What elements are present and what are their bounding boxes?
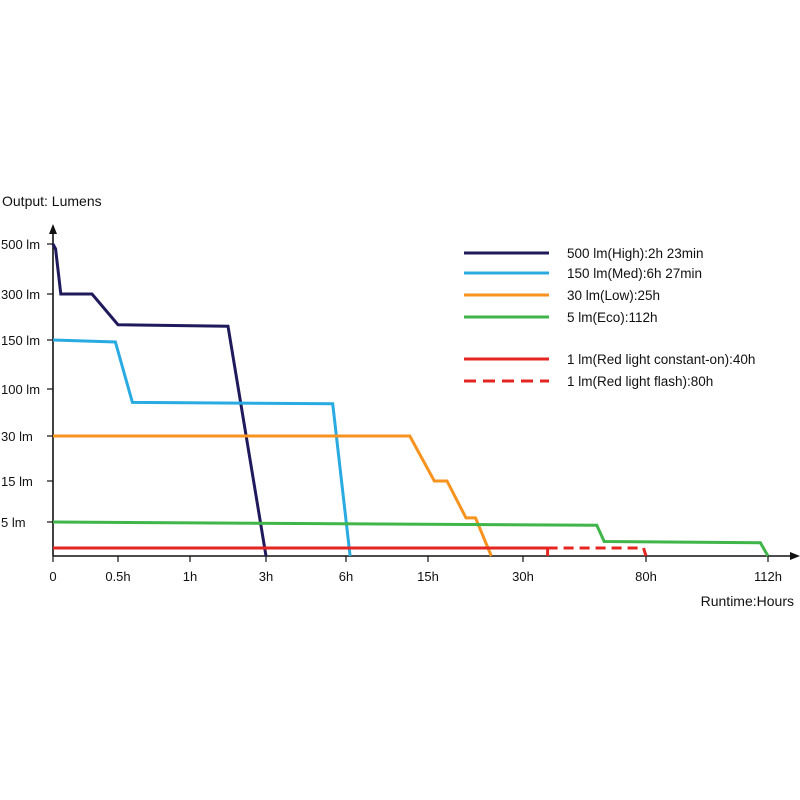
legend-label: 1 lm(Red light constant-on):40h: [567, 352, 755, 367]
axes: [49, 224, 800, 560]
x-tick-label: 30h: [512, 569, 534, 584]
legend-label: 150 lm(Med):6h 27min: [567, 266, 702, 281]
legend-label: 500 lm(High):2h 23min: [567, 246, 704, 261]
series-line: [53, 434, 493, 557]
y-tick-label: 150 lm: [1, 333, 40, 348]
y-ticks: 500 lm 300 lm 150 lm 100 lm 30 lm 15 lm 5 lm: [1, 237, 53, 530]
x-tick-label: 80h: [635, 569, 657, 584]
legend-label: 5 lm(Eco):112h: [567, 310, 658, 325]
legend: 500 lm(High):2h 23min 150 lm(Med):6h 27mi…: [464, 246, 755, 389]
series-line: [52, 338, 352, 557]
x-ticks: 0 0.5h 1h 3h 6h 15h 30h 80h 112h: [49, 556, 782, 584]
series-line: [52, 520, 770, 557]
y-axis-title: Output: Lumens: [2, 193, 102, 209]
series-line: [547, 546, 648, 557]
x-tick-label: 3h: [259, 569, 273, 584]
series-layer: [51, 243, 770, 557]
y-axis-arrow-icon: [49, 224, 57, 234]
x-axis-arrow-icon: [790, 552, 800, 560]
y-tick-label: 30 lm: [1, 429, 33, 444]
y-tick-label: 100 lm: [1, 382, 40, 397]
y-tick-label: 15 lm: [1, 474, 33, 489]
y-tick-label: 300 lm: [1, 287, 40, 302]
series-line: [53, 546, 550, 556]
x-tick-label: 0: [49, 569, 56, 584]
x-tick-label: 0.5h: [105, 569, 130, 584]
x-tick-label: 112h: [754, 569, 782, 584]
legend-label: 1 lm(Red light flash):80h: [567, 374, 713, 389]
series-line: [51, 243, 268, 557]
x-axis-title: Runtime:Hours: [701, 593, 794, 609]
x-tick-label: 1h: [183, 569, 197, 584]
y-tick-label: 500 lm: [1, 237, 40, 252]
y-tick-label: 5 lm: [1, 515, 26, 530]
legend-label: 30 lm(Low):25h: [567, 288, 660, 303]
x-tick-label: 15h: [417, 569, 439, 584]
x-tick-label: 6h: [339, 569, 353, 584]
